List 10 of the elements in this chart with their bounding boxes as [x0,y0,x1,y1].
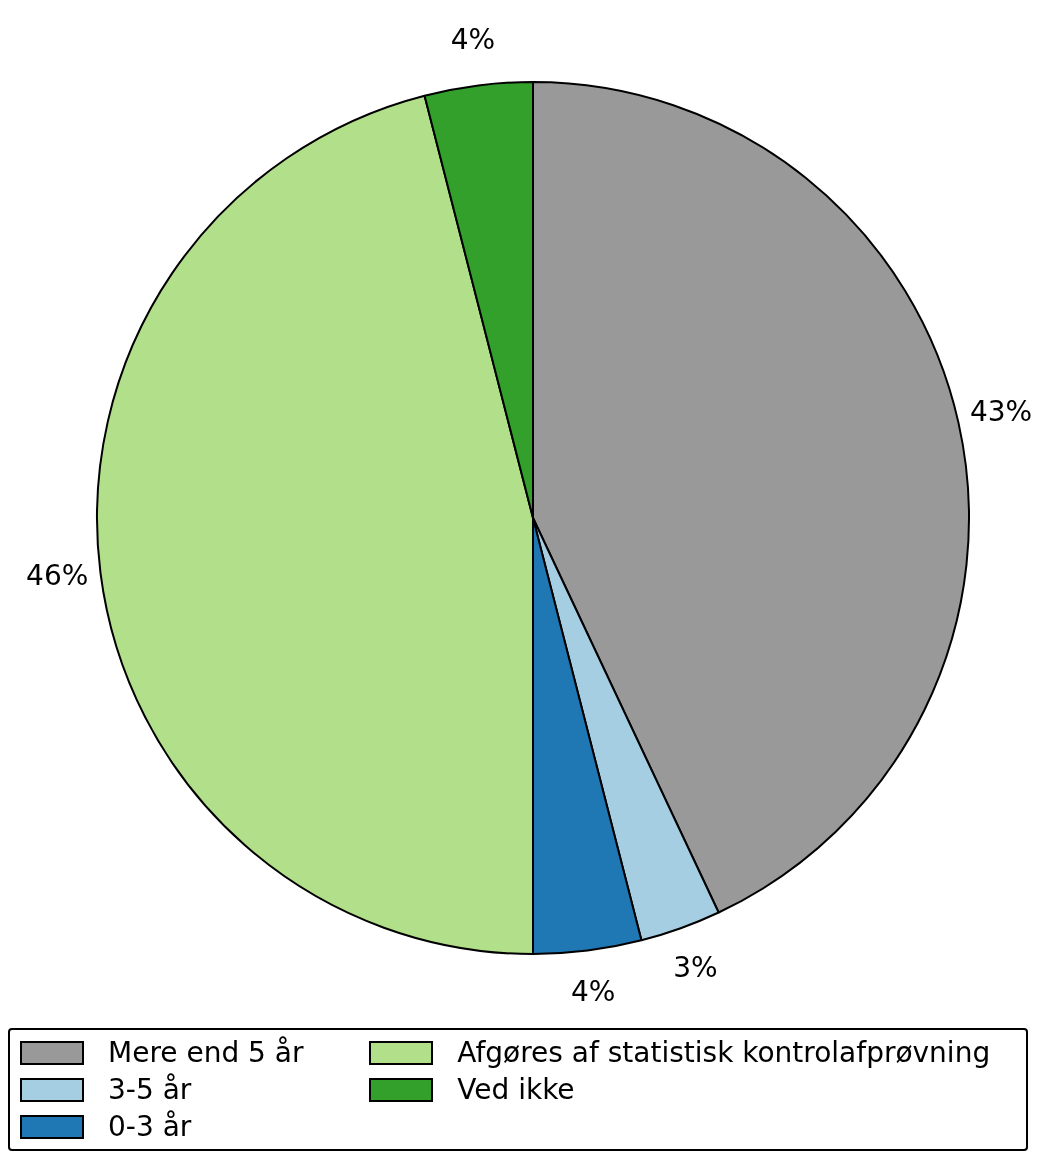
legend-label: Ved ikke [457,1073,575,1106]
data-label: 43% [969,394,1033,428]
legend-label: Mere end 5 år [108,1036,304,1069]
data-label: 46% [26,559,89,593]
data-label: 3% [673,950,718,984]
legend-label: 0-3 år [108,1110,192,1143]
legend-label: 3-5 år [108,1073,192,1106]
data-label: 4% [450,23,496,57]
legend-label: Afgøres af statistisk kontrolafprøvning [457,1036,991,1069]
data-label: 4% [570,975,616,1009]
